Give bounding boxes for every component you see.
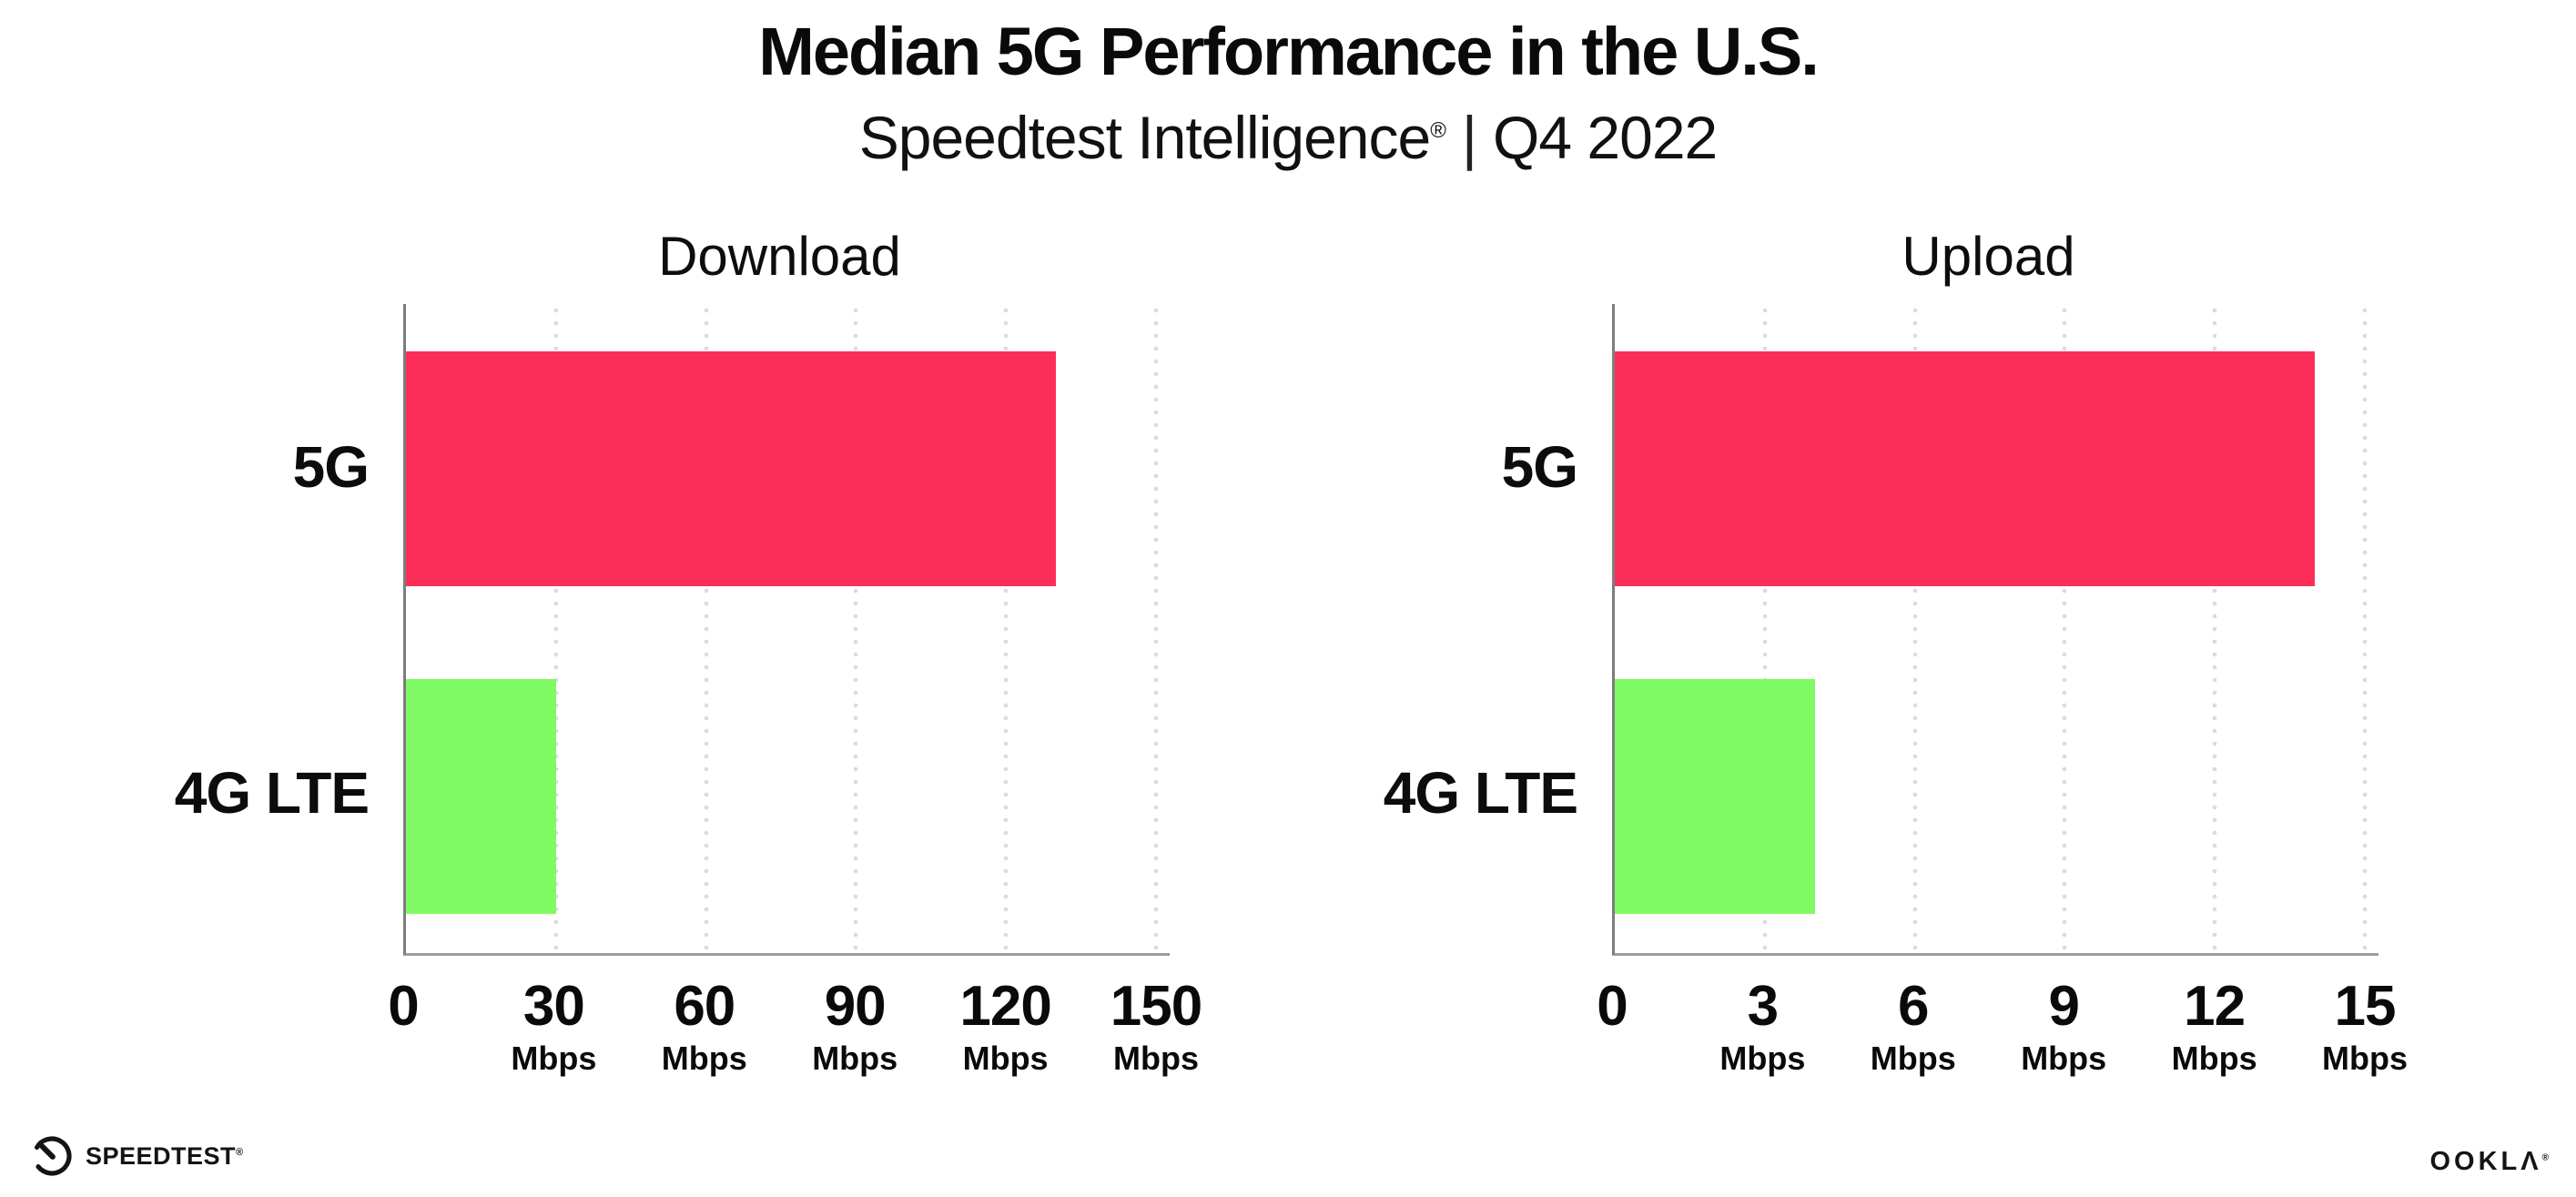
upload-plot-area (1612, 304, 2378, 956)
x-tick-unit: Mbps (2021, 1040, 2107, 1077)
subtitle-period: Q4 2022 (1493, 104, 1718, 171)
ookla-registered-mark: ® (2541, 1152, 2549, 1163)
x-tick-6: 6 Mbps (1871, 979, 1956, 1076)
download-chart-title: Download (658, 226, 901, 287)
subtitle-separator: | (1461, 104, 1477, 171)
gridline-90 (853, 304, 859, 953)
x-tick-90: 90 Mbps (812, 979, 898, 1076)
x-tick-value: 150 (1110, 975, 1202, 1038)
x-tick-0: 0 (1597, 975, 1628, 1041)
x-tick-unit: Mbps (812, 1040, 898, 1077)
ookla-logo: OOKLΛ® (2430, 1147, 2550, 1177)
speedtest-label: SPEEDTEST (86, 1141, 237, 1170)
bar-5g-download (406, 351, 1057, 586)
x-tick-value: 0 (1597, 975, 1628, 1038)
x-tick-value: 30 (522, 975, 585, 1038)
speedtest-gauge-icon (29, 1133, 75, 1179)
x-tick-value: 0 (388, 975, 419, 1038)
download-x-axis: 0 30 Mbps 60 Mbps 90 Mbps 120 Mbps 150 M… (388, 975, 1202, 1116)
speedtest-registered-mark: ® (236, 1146, 244, 1158)
x-tick-value: 60 (674, 975, 735, 1038)
gridline-3 (1761, 304, 1768, 953)
speedtest-wordmark: SPEEDTEST® (86, 1142, 244, 1171)
x-tick-value: 6 (1898, 975, 1929, 1038)
upload-x-axis: 0 3 Mbps 6 Mbps 9 Mbps 12 Mbps 15 Mbps (1597, 979, 2408, 1116)
x-tick-0: 0 (388, 975, 419, 1041)
page-title: Median 5G Performance in the U.S. (758, 14, 1820, 89)
x-tick-15: 15 Mbps (2322, 979, 2408, 1076)
x-tick-unit: Mbps (2322, 1040, 2408, 1077)
x-tick-unit: Mbps (2171, 1040, 2257, 1077)
bar-4g-lte-upload (1615, 679, 1815, 914)
upload-y-labels: 5G 4G LTE (1348, 304, 1612, 956)
x-tick-unit: Mbps (962, 1040, 1049, 1077)
x-tick-value: 90 (824, 975, 887, 1038)
x-tick-12: 12 Mbps (2172, 979, 2257, 1076)
x-tick-3: 3 Mbps (1719, 979, 1805, 1076)
gridline-30 (553, 304, 559, 953)
upload-chart-title: Upload (1902, 226, 2075, 287)
category-label-5g: 5G (292, 434, 370, 500)
category-label-4g-lte: 4G LTE (174, 760, 370, 826)
x-tick-60: 60 Mbps (662, 979, 747, 1076)
x-tick-value: 12 (2184, 975, 2246, 1038)
x-tick-unit: Mbps (511, 1040, 597, 1077)
gridline-6 (1912, 304, 1918, 953)
gridline-150 (1153, 304, 1159, 953)
bar-5g-upload (1615, 351, 2316, 586)
x-tick-unit: Mbps (1112, 1040, 1199, 1077)
x-tick-120: 120 Mbps (959, 975, 1051, 1077)
x-tick-9: 9 Mbps (2021, 979, 2106, 1076)
download-plot-row: 5G 4G LTE (139, 304, 1177, 956)
x-tick-150: 150 Mbps (1111, 979, 1202, 1076)
category-label-4g-lte: 4G LTE (1383, 760, 1578, 826)
subtitle-brand: Speedtest Intelligence (858, 104, 1431, 171)
gridline-15 (2362, 304, 2368, 953)
upload-plot-row: 5G 4G LTE (1348, 304, 2386, 956)
download-plot-area (403, 304, 1170, 956)
gridline-120 (1003, 304, 1009, 953)
x-tick-value: 3 (1747, 975, 1779, 1038)
ookla-label: OOKLΛ (2429, 1147, 2542, 1176)
x-tick-unit: Mbps (1719, 1040, 1806, 1077)
x-tick-value: 9 (2048, 975, 2079, 1038)
gridline-12 (2212, 304, 2218, 953)
upload-chart: Upload 5G 4G LTE 0 3 Mbp (1348, 224, 2408, 1116)
download-y-labels: 5G 4G LTE (139, 304, 403, 956)
page-subtitle: Speedtest Intelligence® | Q4 2022 (0, 103, 2576, 172)
bar-4g-lte-download (406, 679, 556, 914)
category-label-5g: 5G (1501, 434, 1578, 500)
x-tick-30: 30 Mbps (511, 979, 596, 1076)
download-chart: Download 5G 4G LTE 0 30 (139, 224, 1203, 1116)
x-tick-value: 120 (959, 975, 1051, 1038)
gridline-60 (703, 304, 709, 953)
x-tick-value: 15 (2334, 975, 2397, 1038)
x-tick-unit: Mbps (661, 1040, 747, 1077)
header: Median 5G Performance in the U.S. Speedt… (0, 13, 2576, 172)
gridline-9 (2062, 304, 2068, 953)
speedtest-logo: SPEEDTEST® (29, 1133, 244, 1179)
registered-mark: ® (1430, 118, 1446, 143)
x-tick-unit: Mbps (1870, 1040, 1956, 1077)
